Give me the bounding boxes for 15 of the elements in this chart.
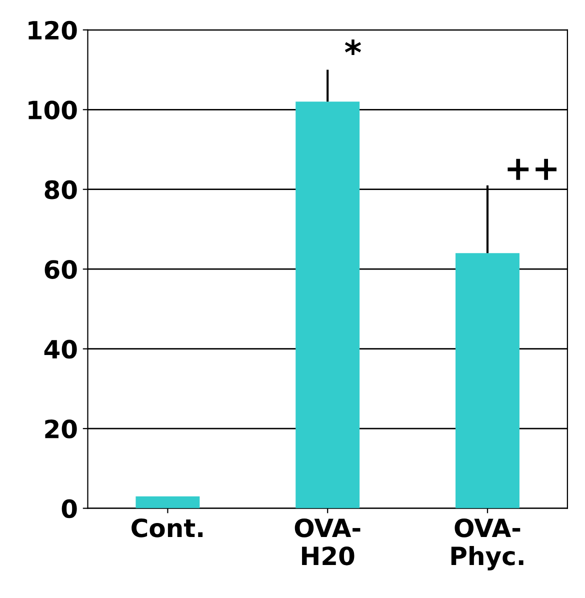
y-tick-label: 100 bbox=[28, 100, 77, 120]
y-tick-label: 0 bbox=[62, 499, 77, 518]
x-tick-label: Cont. bbox=[132, 518, 203, 538]
y-tick-label: 20 bbox=[45, 420, 77, 438]
annotation: ++ bbox=[508, 158, 556, 180]
bar bbox=[136, 496, 200, 508]
x-tick-label: OVA- Phyc. bbox=[451, 518, 524, 570]
bar bbox=[296, 102, 360, 508]
bar bbox=[456, 253, 520, 508]
x-tick-label: OVA- H20 bbox=[294, 518, 360, 566]
y-tick-label: 120 bbox=[28, 20, 77, 40]
y-tick-label: 40 bbox=[44, 340, 77, 359]
y-tick-label: 60 bbox=[44, 260, 77, 279]
annotation: * bbox=[344, 39, 362, 55]
y-tick-label: 80 bbox=[44, 180, 77, 200]
